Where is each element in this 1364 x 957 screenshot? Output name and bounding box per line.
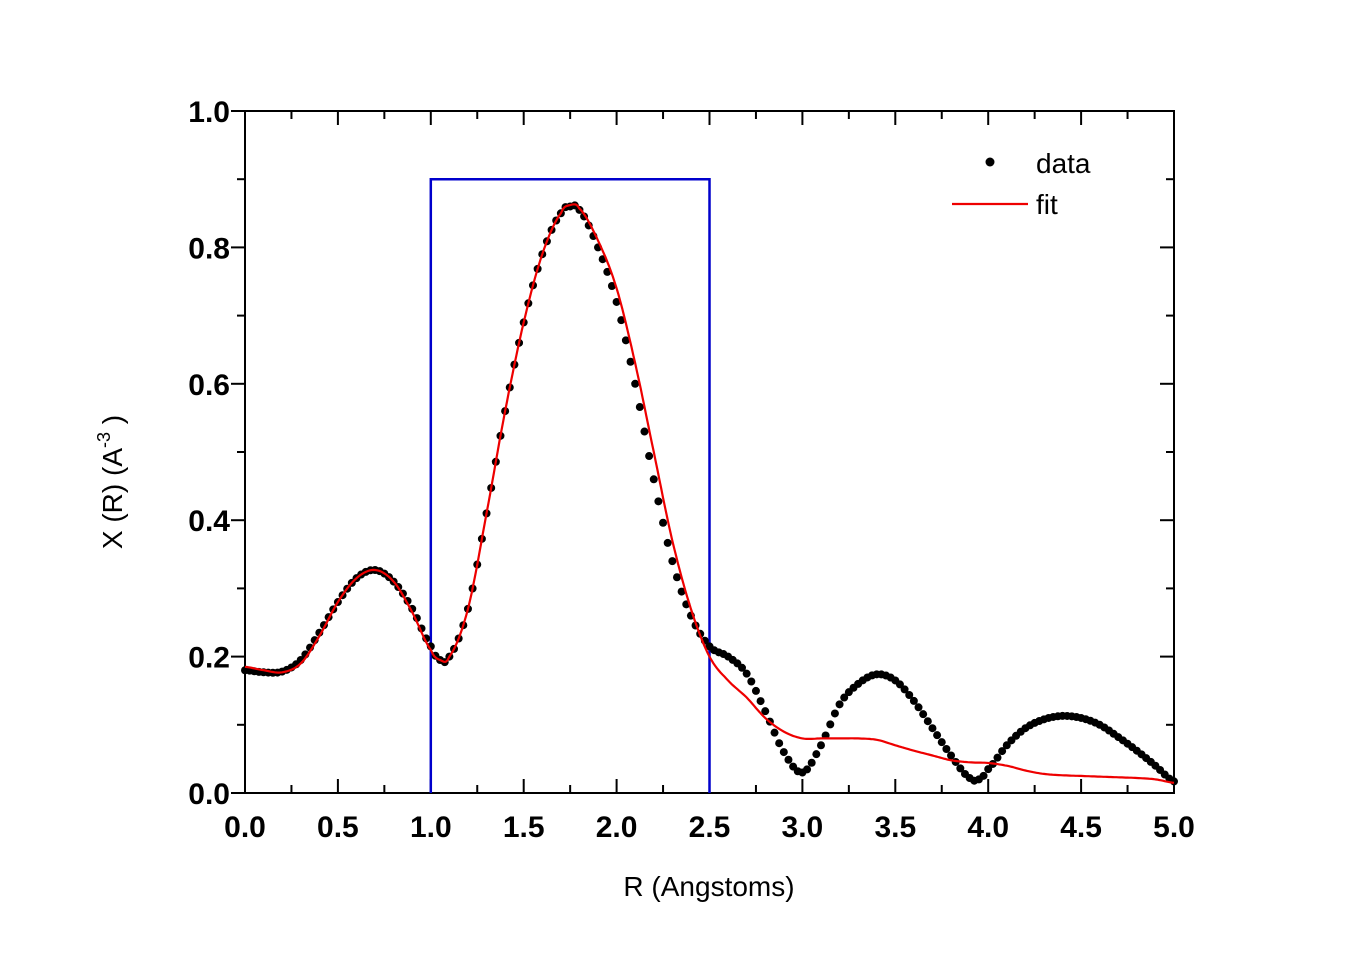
y-tick-labels: 0.0 0.2 0.4 0.6 0.8 1.0 bbox=[188, 96, 230, 811]
data-point bbox=[663, 538, 672, 547]
data-point bbox=[826, 720, 835, 729]
data-point bbox=[607, 282, 616, 291]
x-axis-label: R (Angstoms) bbox=[623, 871, 794, 902]
data-point bbox=[617, 316, 626, 325]
data-point bbox=[654, 497, 663, 506]
x-tick-label: 4.5 bbox=[1060, 811, 1102, 844]
data-point bbox=[626, 357, 635, 366]
data-point bbox=[756, 697, 765, 706]
x-tick-label: 5.0 bbox=[1153, 811, 1195, 844]
x-tick-label: 3.5 bbox=[874, 811, 916, 844]
data-point bbox=[775, 739, 784, 748]
data-point bbox=[677, 587, 686, 596]
data-point bbox=[900, 685, 909, 694]
data-point bbox=[742, 669, 751, 678]
data-point bbox=[784, 755, 793, 764]
data-point bbox=[947, 751, 956, 760]
data-point bbox=[979, 771, 988, 780]
data-point bbox=[905, 690, 914, 699]
data-point bbox=[640, 427, 649, 436]
x-tick-label: 1.0 bbox=[410, 811, 452, 844]
data-point bbox=[840, 693, 849, 702]
axis-ticks bbox=[231, 110, 1175, 794]
x-tick-label: 2.0 bbox=[596, 811, 638, 844]
data-point bbox=[747, 677, 756, 686]
fit-window bbox=[429, 177, 711, 793]
y-tick-label: 0.8 bbox=[188, 232, 230, 265]
x-tick-label: 0.5 bbox=[317, 811, 359, 844]
data-point bbox=[914, 703, 923, 712]
y-axis-label-main: X (R) (A bbox=[97, 448, 128, 549]
data-point bbox=[621, 336, 630, 345]
data-point bbox=[816, 741, 825, 750]
fit-series-line bbox=[244, 203, 1175, 784]
data-point bbox=[830, 709, 839, 718]
data-point bbox=[807, 758, 816, 767]
data-point bbox=[761, 707, 770, 716]
data-point bbox=[956, 764, 965, 773]
data-point bbox=[937, 738, 946, 747]
y-tick-label: 0.0 bbox=[188, 778, 230, 811]
y-tick-label: 0.2 bbox=[188, 642, 230, 675]
data-point bbox=[668, 557, 677, 566]
data-point bbox=[812, 750, 821, 759]
x-tick-labels: 0.0 0.5 1.0 1.5 2.0 2.5 3.0 3.5 4.0 4.5 5.0 bbox=[224, 811, 1195, 844]
x-tick-label: 3.0 bbox=[782, 811, 824, 844]
data-point bbox=[672, 573, 681, 582]
data-point bbox=[909, 696, 918, 705]
data-point bbox=[919, 710, 928, 719]
x-tick-label: 0.0 bbox=[224, 811, 266, 844]
y-axis-label-sup: -3 bbox=[94, 432, 114, 448]
y-axis-label: X (R) (A-3 ) bbox=[94, 415, 128, 549]
legend: data fit bbox=[952, 148, 1091, 220]
legend-data-marker bbox=[985, 157, 995, 167]
data-point bbox=[928, 724, 937, 733]
data-point bbox=[645, 452, 654, 461]
data-point bbox=[993, 753, 1002, 762]
data-point bbox=[835, 700, 844, 709]
y-tick-label: 0.6 bbox=[188, 369, 230, 402]
x-tick-label: 4.0 bbox=[967, 811, 1009, 844]
data-point bbox=[612, 297, 621, 306]
legend-fit-label: fit bbox=[1036, 189, 1058, 220]
data-point bbox=[770, 728, 779, 737]
x-tick-label: 2.5 bbox=[689, 811, 731, 844]
y-tick-label: 0.4 bbox=[188, 505, 230, 538]
data-point bbox=[751, 686, 760, 695]
data-point bbox=[649, 475, 658, 484]
data-point bbox=[659, 518, 668, 527]
data-point bbox=[738, 663, 747, 672]
data-point bbox=[635, 403, 644, 412]
y-tick-label: 1.0 bbox=[188, 96, 230, 129]
data-point bbox=[998, 747, 1007, 756]
data-point bbox=[803, 765, 812, 774]
x-tick-label: 1.5 bbox=[503, 811, 545, 844]
legend-data-label: data bbox=[1036, 148, 1091, 179]
y-axis-label-close: ) bbox=[97, 415, 128, 432]
data-point bbox=[923, 717, 932, 726]
data-point bbox=[984, 765, 993, 774]
data-point bbox=[942, 745, 951, 754]
data-point bbox=[631, 379, 640, 388]
data-point bbox=[779, 748, 788, 757]
data-point bbox=[933, 731, 942, 740]
